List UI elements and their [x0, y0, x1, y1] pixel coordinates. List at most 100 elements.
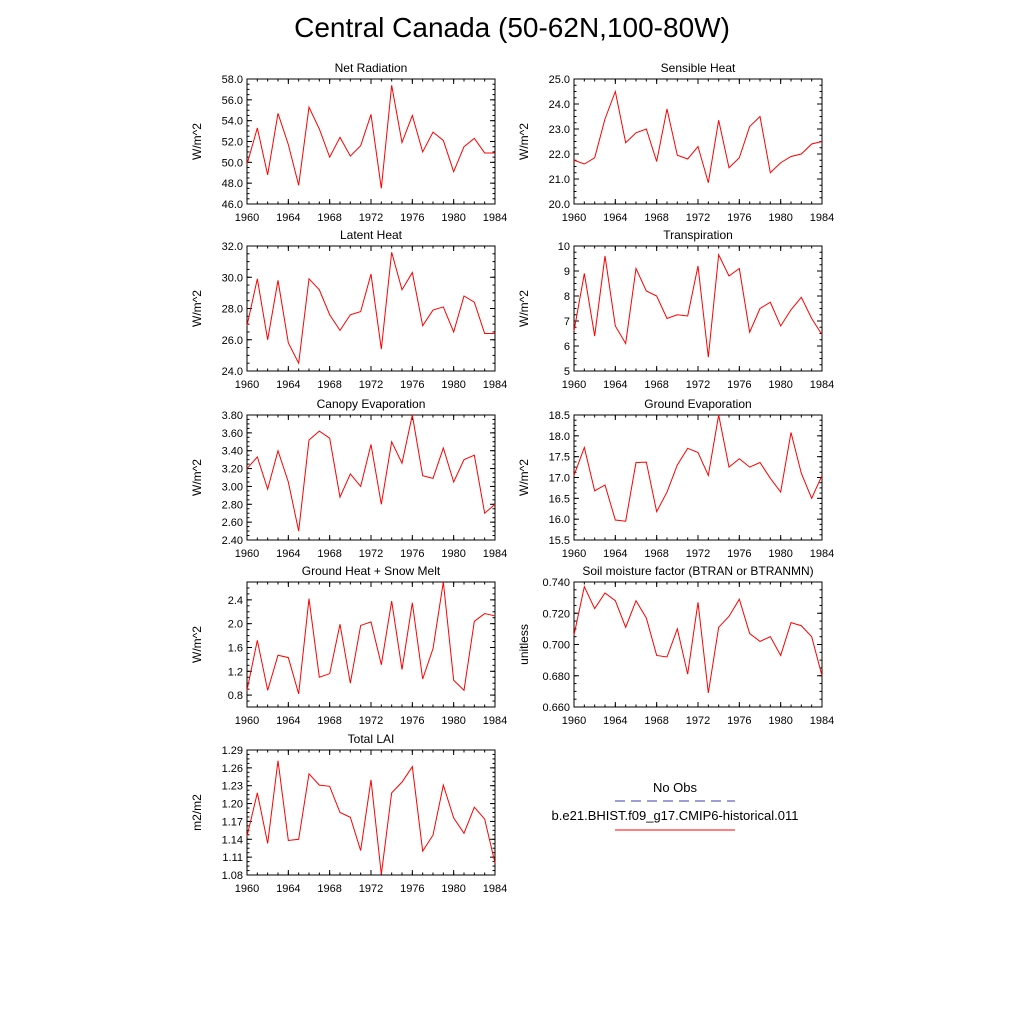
y-tick-label: 8 — [564, 291, 570, 303]
y-tick-label: 54.0 — [222, 116, 243, 128]
x-tick-label: 1960 — [562, 379, 586, 391]
plot-frame — [573, 581, 823, 708]
x-tick-label: 1964 — [276, 883, 300, 895]
y-tick-label: 20.0 — [549, 199, 570, 211]
y-tick-label: 56.0 — [222, 95, 243, 107]
y-tick-label: 0.680 — [542, 671, 570, 683]
x-tick-label: 1960 — [235, 883, 259, 895]
y-tick-label: 1.20 — [222, 799, 243, 811]
panel-title: Net Radiation — [335, 61, 408, 75]
x-tick-label: 1980 — [441, 548, 465, 560]
x-tick-label: 1980 — [768, 548, 792, 560]
y-tick-label: 3.80 — [222, 410, 243, 422]
y-tick-label: 9 — [564, 266, 570, 278]
y-tick-label: 1.08 — [222, 870, 243, 882]
y-axis-label: W/m^2 — [190, 626, 204, 663]
panel-title: Ground Evaporation — [644, 397, 751, 411]
x-tick-label: 1972 — [359, 379, 383, 391]
x-tick-label: 1984 — [483, 212, 507, 224]
y-tick-label: 26.0 — [222, 335, 243, 347]
y-tick-label: 16.5 — [549, 493, 570, 505]
y-axis-label: W/m^2 — [517, 123, 531, 160]
y-axis-label: W/m^2 — [517, 290, 531, 327]
y-tick-label: 1.23 — [222, 781, 243, 793]
y-tick-label: 24.0 — [549, 99, 570, 111]
y-tick-label: 21.0 — [549, 174, 570, 186]
x-tick-label: 1984 — [483, 548, 507, 560]
x-tick-label: 1972 — [359, 212, 383, 224]
x-tick-label: 1964 — [603, 548, 627, 560]
x-tick-label: 1976 — [400, 548, 424, 560]
y-tick-label: 1.6 — [228, 642, 243, 654]
y-axis-label: W/m^2 — [190, 290, 204, 327]
y-tick-label: 1.14 — [222, 834, 243, 846]
y-tick-label: 23.0 — [549, 124, 570, 136]
plot-frame — [246, 749, 496, 876]
x-tick-label: 1960 — [235, 715, 259, 727]
y-tick-label: 18.0 — [549, 431, 570, 443]
y-tick-label: 15.5 — [549, 535, 570, 547]
x-tick-label: 1976 — [400, 715, 424, 727]
y-tick-label: 7 — [564, 316, 570, 328]
y-tick-label: 0.660 — [542, 702, 570, 714]
series-line — [246, 414, 496, 532]
plot-frame — [573, 414, 823, 541]
x-tick-label: 1964 — [603, 379, 627, 391]
series-line — [573, 89, 823, 183]
plot-frame — [246, 245, 496, 372]
plot-frame — [573, 245, 823, 372]
y-tick-label: 18.5 — [549, 410, 570, 422]
x-tick-label: 1972 — [359, 883, 383, 895]
x-tick-label: 1972 — [359, 548, 383, 560]
chart-panel: Ground Evaporation W/m^2 15.5 16.0 16.5 17.0 1… — [517, 397, 834, 560]
x-tick-label: 1968 — [644, 548, 668, 560]
y-axis-label: W/m^2 — [517, 459, 531, 496]
y-tick-label: 1.29 — [222, 745, 243, 757]
y-tick-label: 24.0 — [222, 366, 243, 378]
x-tick-label: 1984 — [810, 548, 834, 560]
plot-frame — [246, 414, 496, 541]
x-tick-label: 1968 — [317, 715, 341, 727]
x-tick-label: 1968 — [317, 883, 341, 895]
chart-panel: Canopy Evaporation W/m^2 2.40 2.60 2.80 3.00 3… — [190, 397, 507, 560]
x-tick-label: 1984 — [810, 715, 834, 727]
x-tick-label: 1984 — [483, 379, 507, 391]
series-line — [573, 585, 823, 694]
x-tick-label: 1960 — [235, 212, 259, 224]
y-tick-label: 2.40 — [222, 535, 243, 547]
panel-title: Latent Heat — [340, 228, 403, 242]
plot-frame — [246, 581, 496, 708]
x-tick-label: 1984 — [483, 883, 507, 895]
y-tick-label: 1.17 — [222, 816, 243, 828]
x-tick-label: 1964 — [276, 379, 300, 391]
y-tick-label: 3.40 — [222, 446, 243, 458]
legend: No Obs b.e21.BHIST.f09_g17.CMIP6-histori… — [552, 780, 798, 831]
y-tick-label: 2.80 — [222, 499, 243, 511]
x-tick-label: 1976 — [400, 212, 424, 224]
y-tick-label: 25.0 — [549, 74, 570, 86]
panel-title: Ground Heat + Snow Melt — [302, 564, 441, 578]
series-line — [573, 252, 823, 358]
y-tick-label: 46.0 — [222, 199, 243, 211]
x-tick-label: 1976 — [400, 379, 424, 391]
y-tick-label: 1.2 — [228, 666, 243, 678]
x-tick-label: 1976 — [727, 715, 751, 727]
x-tick-label: 1980 — [441, 212, 465, 224]
y-tick-label: 50.0 — [222, 157, 243, 169]
y-tick-label: 5 — [564, 366, 570, 378]
y-tick-label: 30.0 — [222, 272, 243, 284]
y-tick-label: 0.720 — [542, 608, 570, 620]
panels: Net RadiationW/m^246.048.050.052.054.056… — [190, 61, 834, 895]
legend-obs-label: No Obs — [653, 780, 698, 795]
y-tick-label: 52.0 — [222, 137, 243, 149]
x-tick-label: 1960 — [235, 379, 259, 391]
chart-panel: Total LAI m2/m2 1.08 1.11 1.14 1.17 1.20 1.23 1.… — [190, 732, 507, 895]
plot-frame — [573, 78, 823, 205]
y-tick-label: 10 — [558, 241, 570, 253]
y-tick-label: 3.00 — [222, 481, 243, 493]
x-tick-label: 1980 — [768, 212, 792, 224]
panel-title: Canopy Evaporation — [317, 397, 426, 411]
x-tick-label: 1980 — [441, 379, 465, 391]
panel-title: Transpiration — [663, 228, 733, 242]
series-line — [573, 414, 823, 522]
